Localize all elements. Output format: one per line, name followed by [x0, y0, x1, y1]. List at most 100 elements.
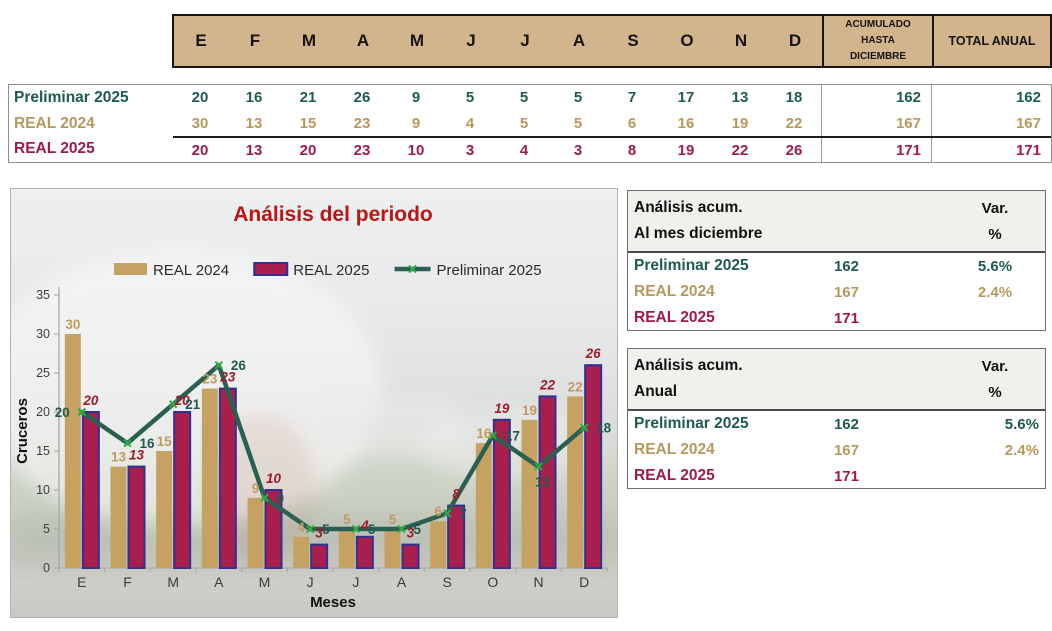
- label-real-2025: 20: [174, 393, 191, 408]
- bar-real-2025: [492, 418, 511, 569]
- chart-svg: Análisis del periodo REAL 2024 REAL 2025 P…: [11, 203, 617, 611]
- bar-real-2025: [81, 411, 100, 569]
- bar-real-2025: [584, 364, 603, 569]
- label-preliminar-2025: 5: [414, 522, 422, 537]
- marker-x: [305, 524, 315, 534]
- label-real-2025: 4: [360, 518, 369, 533]
- y-tick-label: 20: [36, 405, 50, 419]
- label-real-2025: 26: [585, 346, 602, 361]
- chart-line: [77, 360, 589, 534]
- label-real-2025: 3: [315, 526, 323, 541]
- label-preliminar-2025: 26: [231, 358, 247, 373]
- row-label: REAL 2025: [14, 140, 95, 158]
- summary-row-value: 167: [833, 441, 859, 459]
- bar-real-2024: [64, 334, 81, 568]
- x-tick-label: A: [214, 574, 224, 590]
- row-values: 30 13 15 23 9 4 5 5 6 16 19 22 167 167: [173, 110, 1051, 137]
- bar-real-2024: [201, 388, 218, 568]
- month-letter: J: [520, 31, 530, 50]
- label-real-2024: 9: [252, 481, 260, 496]
- bar-real-2025: [355, 535, 374, 569]
- month-letter: S: [627, 31, 639, 50]
- x-tick-label: M: [167, 574, 179, 590]
- month-value-cell: 16: [245, 89, 263, 107]
- summary-row: REAL 2024 167 2.4%: [628, 279, 1045, 305]
- bar-real-2024: [521, 419, 538, 568]
- month-value-cell: 6: [627, 115, 637, 132]
- monthly-header: E F M A M J J A S O N D ACUMULADO HASTA DICIEMBRE T…: [172, 14, 1052, 68]
- summary-table-monthly: Análisis acum. Var. Al mes diciembre % P…: [627, 190, 1046, 331]
- label-real-2024: 16: [476, 426, 492, 441]
- x-tick-label: J: [307, 574, 314, 590]
- summary-rows: Preliminar 2025 162 5.6% REAL 2024 167 2.4% RE…: [628, 253, 1045, 331]
- label-real-2024: 4: [297, 520, 305, 535]
- var-header: Var.: [981, 357, 1009, 375]
- label-real-2025: 13: [129, 448, 145, 463]
- total-value-cell: 162: [931, 85, 1051, 111]
- label-real-2024: 6: [434, 504, 442, 519]
- row-label: Preliminar 2025: [14, 88, 129, 106]
- table-row: REAL 2025 20 13 20 23 10 3 4 3 8 19 22 26 171 171: [9, 136, 1051, 163]
- summary-header: Análisis acum. Var. Anual %: [628, 349, 1045, 411]
- label-real-2024: 15: [157, 434, 173, 449]
- marker-x: [442, 509, 452, 518]
- month-value-cell: 5: [573, 89, 583, 107]
- summary-row: REAL 2025 171: [628, 305, 1045, 331]
- month-value-cell: 4: [519, 141, 529, 159]
- month-value-cell: 5: [519, 115, 529, 132]
- label-real-2024: 5: [389, 512, 397, 527]
- summary-title-line2: Anual: [634, 383, 678, 400]
- bar-real-2024: [475, 443, 492, 568]
- summary-title-line1: Análisis acum.: [634, 357, 743, 374]
- x-tick-label: F: [123, 574, 132, 590]
- label-preliminar-2025: 17: [505, 428, 520, 443]
- month-value-cell: 9: [411, 89, 421, 107]
- label-preliminar-2025: 5: [368, 522, 376, 537]
- summary-row-value: 171: [833, 467, 859, 485]
- y-tick-label: 0: [43, 561, 50, 575]
- x-tick-label: S: [442, 574, 451, 590]
- month-value-cell: 22: [785, 115, 803, 132]
- x-tick-label: D: [579, 574, 589, 590]
- month-letter: N: [734, 31, 748, 50]
- summary-title-line2: Al mes diciembre: [634, 225, 763, 242]
- month-letter: M: [301, 31, 317, 50]
- month-value-cell: 30: [191, 115, 209, 132]
- month-value-cell: 20: [191, 89, 209, 107]
- marker-x: [397, 524, 406, 534]
- legend-label-real-2024: REAL 2024: [153, 262, 229, 279]
- month-value-cell: 13: [245, 115, 263, 132]
- summary-row-label: REAL 2025: [634, 309, 715, 326]
- label-real-2025: 10: [266, 471, 282, 486]
- total-value-cell: 171: [931, 138, 1051, 163]
- marker-x: [214, 360, 224, 370]
- month-value-cell: 19: [731, 115, 749, 132]
- month-letter: E: [195, 31, 207, 50]
- month-value-cell: 13: [731, 89, 749, 107]
- table-row: REAL 2024 30 13 15 23 9 4 5 5 6 16 19 22 167 167: [9, 110, 1051, 137]
- var-header: Var.: [981, 199, 1009, 217]
- summary-row-variation: 5.6%: [977, 257, 1013, 275]
- month-value-cell: 9: [411, 115, 421, 132]
- month-value-cell: 20: [191, 141, 209, 159]
- bar-real-2024: [293, 536, 310, 568]
- label-real-2024: 30: [65, 317, 80, 332]
- label-preliminar-2025: 13: [535, 475, 551, 490]
- summary-row-value: 162: [833, 415, 859, 433]
- label-preliminar-2025: 7: [459, 506, 467, 521]
- chart-bars: [64, 334, 603, 570]
- marker-x: [260, 493, 269, 503]
- summary-header: Análisis acum. Var. Al mes diciembre %: [628, 191, 1045, 253]
- bar-real-2024: [567, 396, 584, 568]
- bar-real-2025: [310, 543, 329, 570]
- summary-row-label: REAL 2024: [634, 283, 715, 300]
- label-real-2025: 3: [407, 526, 415, 541]
- bar-real-2025: [538, 395, 557, 569]
- y-tick-label: 25: [36, 366, 50, 380]
- row-values: 20 13 20 23 10 3 4 3 8 19 22 26 171 171: [173, 136, 1051, 163]
- label-real-2025: 20: [82, 393, 99, 408]
- summary-table-annual: Análisis acum. Var. Anual % Preliminar 2…: [627, 348, 1046, 489]
- x-tick-label: E: [77, 574, 86, 590]
